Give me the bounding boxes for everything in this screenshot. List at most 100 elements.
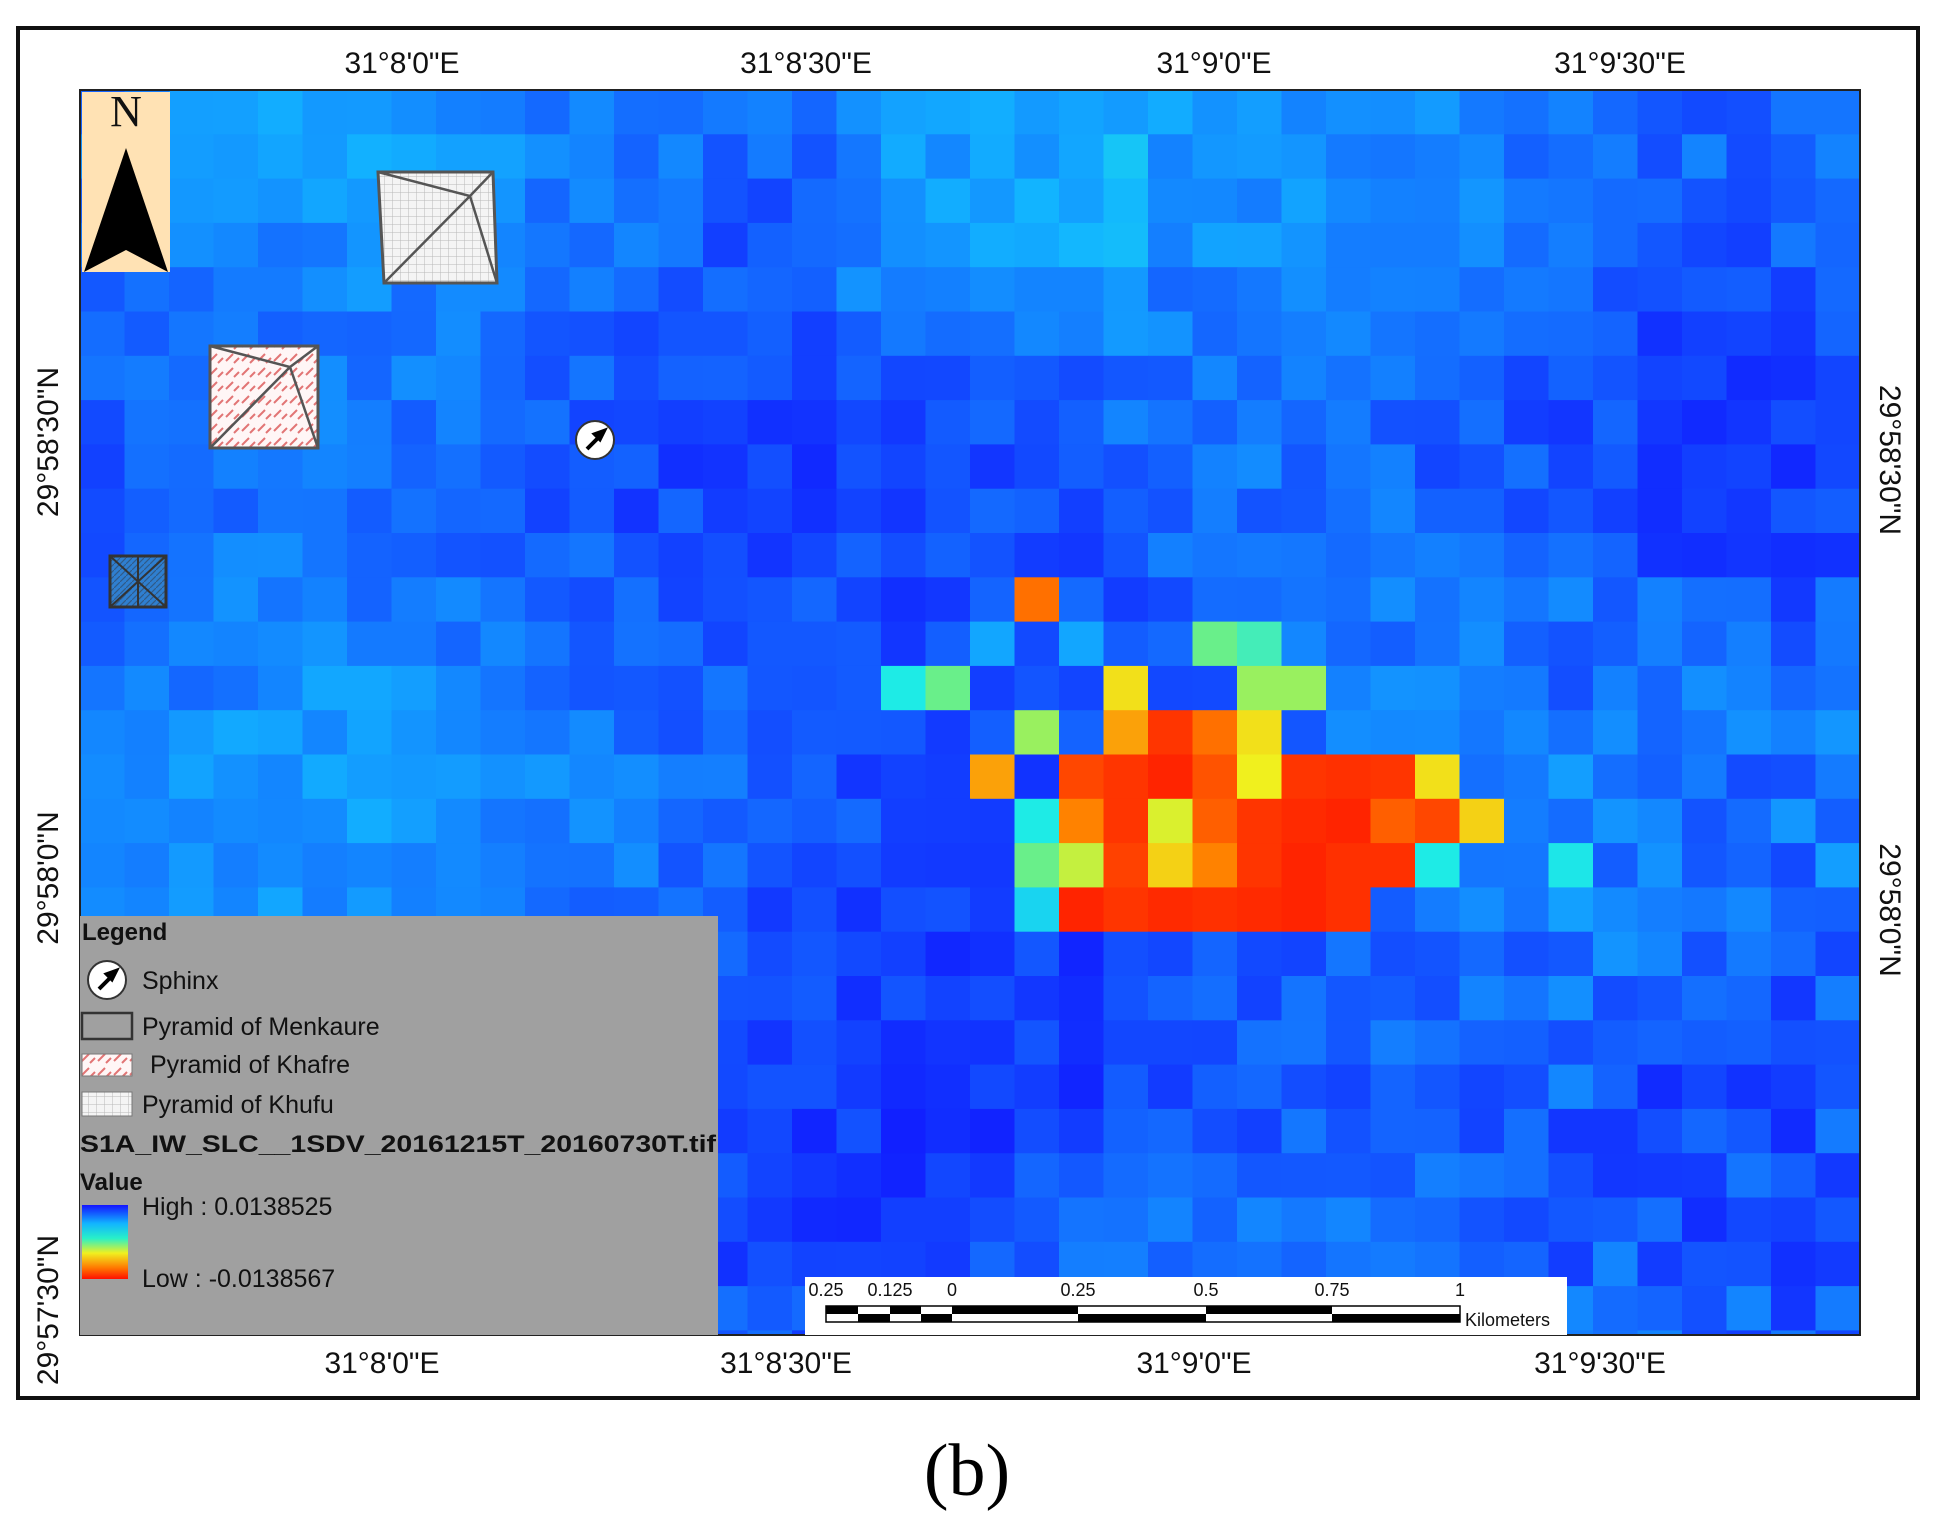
raster-cell [1637,710,1683,756]
raster-cell [836,931,882,977]
raster-cell [1682,267,1728,313]
raster-cell [747,710,793,756]
raster-cell [792,843,838,888]
raster-cell [970,400,1016,445]
raster-cell [1059,887,1105,933]
raster-cell [1192,1197,1238,1243]
raster-cell [213,533,259,578]
raster-cell [302,843,348,888]
raster-cell [1148,843,1194,888]
raster-cell [970,134,1016,180]
raster-cell [1504,577,1550,623]
raster-cell [658,577,704,623]
raster-cell [1682,1020,1728,1066]
raster-cell [124,710,170,756]
raster-cell [1192,577,1238,623]
raster-cell [1415,178,1461,224]
raster-cell [1593,976,1639,1021]
lon-label: 31°9'0"E [1156,47,1271,80]
raster-cell [614,665,660,711]
raster-cell [1014,267,1060,313]
raster-cell [614,843,660,888]
raster-cell [836,1064,882,1110]
raster-cell [1192,976,1238,1021]
raster-cell [1771,355,1817,401]
raster-cell [1726,134,1772,180]
raster-cell [1326,887,1372,933]
raster-cell [1059,1153,1105,1199]
lat-label: 29°57'30"N [32,1235,65,1385]
raster-cell [747,1330,793,1335]
raster-cell [1237,444,1283,490]
raster-cell [525,311,571,357]
raster-cell [970,178,1016,224]
raster-cell [1370,710,1416,756]
raster-cell [80,798,126,844]
north-arrow-icon [84,148,168,272]
raster-cell [747,311,793,357]
raster-cell [525,355,571,401]
raster-cell [658,444,704,490]
raster-cell [1370,134,1416,180]
raster-cell [925,931,971,977]
raster-cell [258,178,304,224]
raster-cell [1637,887,1683,933]
raster-cell [703,621,749,667]
raster-cell [1014,400,1060,445]
raster-cell [703,90,749,135]
raster-cell [1548,400,1594,445]
raster-cell [836,488,882,534]
raster-cell [1415,931,1461,977]
raster-cell [1771,178,1817,224]
raster-cell [925,1064,971,1110]
raster-cell [881,178,927,224]
raster-cell [391,444,437,490]
raster-cell [1103,843,1149,888]
raster-cell [836,665,882,711]
raster-cell [347,311,393,357]
raster-cell [1771,488,1817,534]
raster-cell [1504,665,1550,711]
raster-cell [658,798,704,844]
raster-cell [569,710,615,756]
raster-cell [1415,710,1461,756]
raster-cell [1815,887,1860,933]
raster-cell [747,665,793,711]
raster-cell [881,134,927,180]
raster-name: S1A_IW_SLC__1SDV_20161215T_20160730T.tif [80,1131,717,1158]
svg-text:Pyramid of Khafre: Pyramid of Khafre [150,1051,350,1079]
raster-cell [1103,577,1149,623]
raster-cell [1593,1108,1639,1154]
raster-cell [1637,1064,1683,1110]
raster-cell [1637,754,1683,800]
raster-cell [213,267,259,313]
raster-cell [614,267,660,313]
raster-cell [1370,577,1416,623]
raster-cell [1103,1153,1149,1199]
raster-cell [1281,798,1327,844]
raster-cell [1370,311,1416,357]
raster-cell [792,222,838,268]
raster-cell [1192,1020,1238,1066]
raster-cell [1281,621,1327,667]
raster-cell [1682,931,1728,977]
raster-cell [1237,267,1283,313]
raster-cell [1593,1064,1639,1110]
raster-cell [1281,267,1327,313]
raster-cell [747,267,793,313]
raster-cell [970,533,1016,578]
raster-cell [614,178,660,224]
legend-panel: Legend Sphinx Pyramid of Menkaure Pyrami… [80,916,718,1335]
raster-cell [1326,355,1372,401]
color-ramp [82,1205,128,1279]
raster-cell [970,621,1016,667]
raster-cell [1326,444,1372,490]
raster-cell [1237,1108,1283,1154]
raster-cell [1103,90,1149,135]
raster-cell [169,178,215,224]
raster-cell [1815,798,1860,844]
raster-cell [1059,577,1105,623]
raster-cell [1281,178,1327,224]
raster-cell [1771,1064,1817,1110]
raster-cell [1771,754,1817,800]
